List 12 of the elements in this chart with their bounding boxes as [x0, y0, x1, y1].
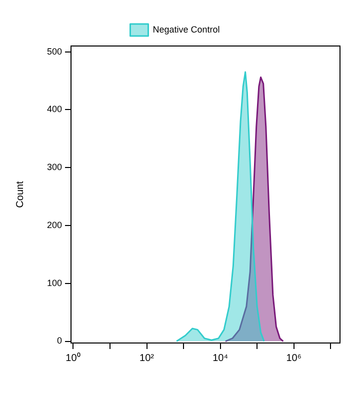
x-tick-label: 10²: [140, 352, 155, 364]
y-axis-title: Count: [14, 180, 26, 208]
y-tick-label: 400: [46, 104, 62, 114]
x-tick-label: 10⁰: [66, 352, 81, 364]
x-tick-label: 10⁶: [286, 352, 302, 364]
y-tick-label: 500: [46, 46, 62, 56]
legend-label: Negative Control: [152, 24, 220, 34]
y-tick-label: 0: [57, 336, 62, 346]
x-tick-label: 10⁴: [212, 352, 228, 364]
y-tick-label: 200: [46, 220, 62, 230]
y-tick-label: 300: [46, 162, 62, 172]
y-tick-label: 100: [46, 278, 62, 288]
